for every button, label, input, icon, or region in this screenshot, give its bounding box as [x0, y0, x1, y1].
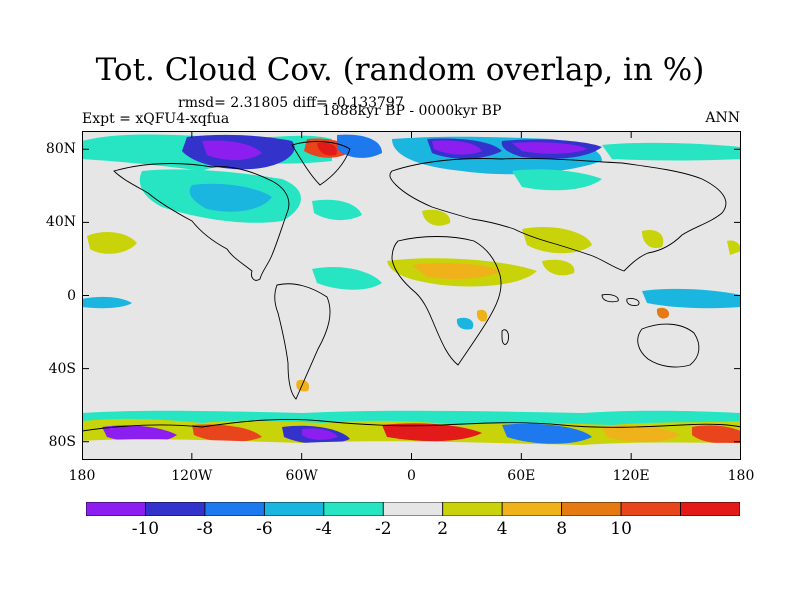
colorbar-label: 10 — [610, 519, 632, 539]
coastlines — [82, 141, 741, 432]
map-plot — [82, 131, 741, 460]
colorbar — [86, 502, 740, 516]
colorbar-swatch — [442, 502, 503, 516]
colorbar-swatch — [561, 502, 622, 516]
axis-ticks — [82, 131, 741, 460]
colorbar-swatch — [323, 502, 384, 516]
map-panel — [82, 131, 741, 460]
lat-label: 40S — [48, 360, 76, 377]
colorbar-swatch — [620, 502, 681, 516]
colorbar-swatch — [501, 502, 563, 516]
colorbar-label: -6 — [256, 519, 273, 539]
lon-label: 180 — [68, 468, 96, 484]
lon-label: 180 — [727, 468, 755, 484]
colorbar-swatch — [204, 502, 265, 516]
lon-label: 120W — [171, 468, 213, 484]
lat-label: 40N — [45, 214, 76, 231]
colorbar-swatches — [86, 502, 740, 516]
colorbar-label: 4 — [496, 519, 508, 539]
colorbar-label: -4 — [315, 519, 333, 539]
lon-label: 120E — [612, 468, 650, 484]
stats-text: rmsd= 2.31805 diff= -0.133797 — [178, 95, 404, 111]
map-title: Tot. Cloud Cov. (random overlap, in %) — [95, 52, 705, 88]
lat-label: 0 — [67, 287, 76, 304]
colorbar-label: -2 — [374, 519, 392, 539]
lon-label: 60E — [507, 468, 536, 484]
anomaly-fields — [82, 134, 741, 460]
lon-label: 0 — [407, 468, 416, 484]
lat-label: 80S — [48, 433, 76, 450]
colorbar-swatch — [86, 502, 146, 516]
period-text: 1888kyr BP - 0000kyr BP — [322, 103, 502, 119]
colorbar-swatch — [145, 502, 206, 516]
lon-label: 60W — [285, 468, 318, 484]
lat-label: 80N — [45, 141, 76, 158]
experiment-text: Expt = xQFU4-xqfua — [82, 111, 230, 127]
colorbar-swatch — [263, 502, 325, 516]
season-label: ANN — [705, 110, 740, 126]
colorbar-label: 2 — [437, 519, 449, 539]
colorbar-swatch — [382, 502, 444, 516]
colorbar-swatch — [680, 502, 740, 516]
colorbar-label: 8 — [556, 519, 568, 539]
colorbar-label: -8 — [196, 519, 214, 539]
colorbar-label: -10 — [131, 519, 160, 539]
